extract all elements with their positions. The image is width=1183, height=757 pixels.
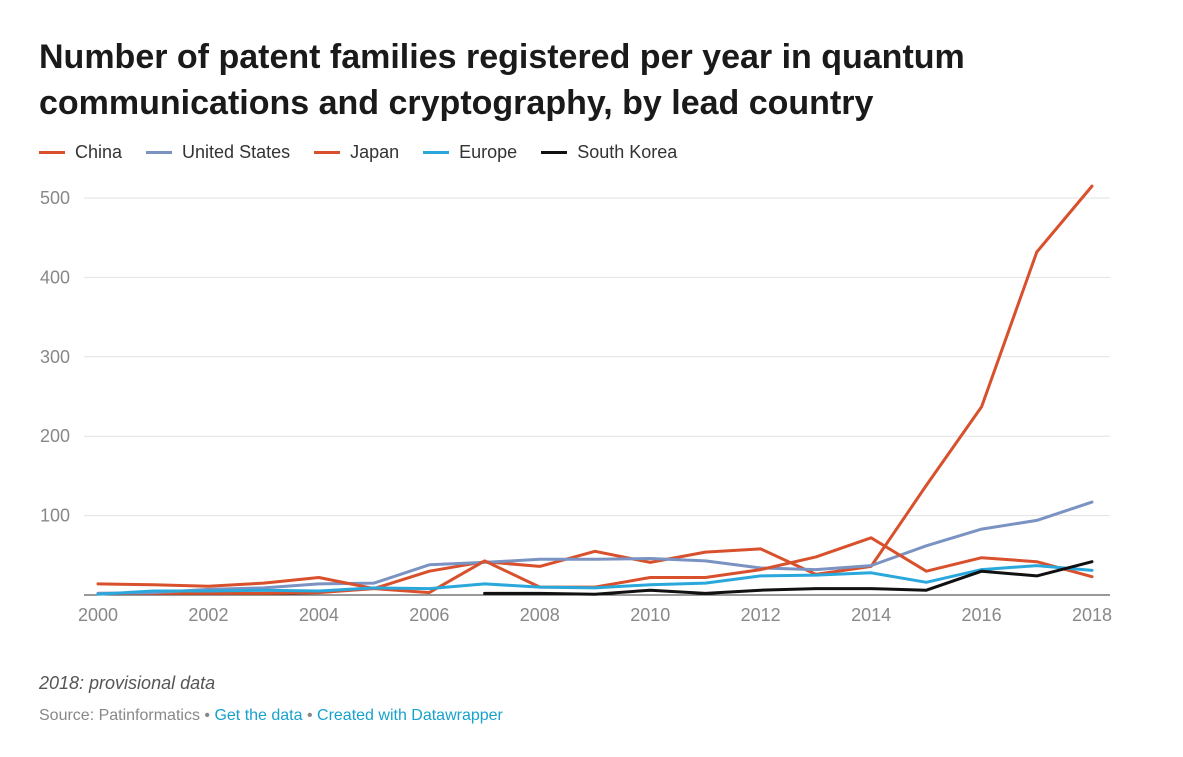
legend-item: China (39, 142, 122, 163)
legend-swatch (541, 151, 568, 154)
y-tick-label: 300 (40, 347, 70, 367)
legend-swatch (314, 151, 341, 154)
x-tick-label: 2004 (299, 605, 339, 625)
x-tick-label: 2016 (962, 605, 1002, 625)
x-axis-ticks: 2000 2002 2004 2006 2008 2010 2012 2014 2016 2018 (78, 605, 1112, 625)
x-tick-label: 2010 (630, 605, 670, 625)
x-tick-label: 2014 (851, 605, 891, 625)
datawrapper-link[interactable]: Created with Datawrapper (317, 707, 503, 724)
legend-label: United States (182, 142, 291, 162)
legend-swatch (39, 151, 65, 154)
y-tick-label: 100 (40, 506, 70, 526)
chart-title: Number of patent families registered per… (39, 38, 965, 122)
y-axis-ticks: 100 200 300 400 500 (40, 188, 70, 526)
get-the-data-link[interactable]: Get the data (214, 707, 303, 724)
x-tick-label: 2018 (1072, 605, 1112, 625)
y-tick-label: 500 (40, 188, 70, 208)
y-tick-label: 400 (40, 267, 70, 287)
separator: • (302, 707, 318, 724)
legend: China United States Japan Europe South Korea (39, 142, 677, 163)
series-line-china (96, 184, 1094, 595)
x-tick-label: 2012 (741, 605, 781, 625)
series-line-south-korea (483, 560, 1094, 596)
series-line-europe (96, 564, 1094, 596)
legend-label: South Korea (577, 142, 678, 162)
line-chart: 100 200 300 400 500 2000 2002 2004 2006 2008 2010… (40, 184, 1112, 625)
source-text: Source: Patinformatics (39, 707, 200, 724)
legend-item: United States (146, 142, 290, 163)
x-tick-label: 2002 (188, 605, 228, 625)
legend-item: Europe (423, 142, 517, 163)
x-tick-label: 2008 (520, 605, 560, 625)
x-tick-label: 2000 (78, 605, 118, 625)
source-line: Source: Patinformatics • Get the data • … (39, 707, 503, 725)
footnote: 2018: provisional data (39, 673, 216, 693)
legend-label: Europe (459, 142, 518, 162)
legend-label: China (75, 142, 123, 162)
x-tick-label: 2006 (409, 605, 449, 625)
series-lines (96, 184, 1094, 596)
y-tick-label: 200 (40, 426, 70, 446)
legend-item: Japan (314, 142, 399, 163)
legend-swatch (423, 151, 450, 154)
legend-item: South Korea (541, 142, 677, 163)
separator: • (199, 707, 215, 724)
legend-swatch (146, 151, 173, 154)
series-line-united-states (96, 500, 1094, 595)
legend-label: Japan (350, 142, 400, 162)
